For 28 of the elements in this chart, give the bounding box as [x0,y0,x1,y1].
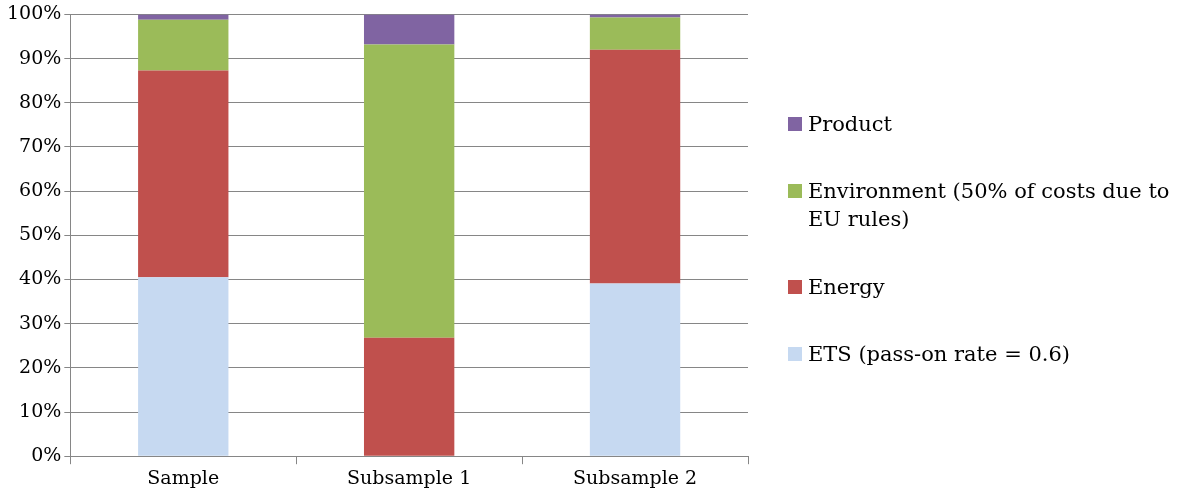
x-tick-label: Sample [147,465,220,488]
y-tick-label: 0% [31,443,62,466]
y-tick-label: 90% [19,45,62,68]
y-tick-label: 20% [19,354,62,377]
bar [363,44,455,338]
y-tick-label: 50% [19,222,62,245]
legend-label: Environment (50% of costs due to EU rules) [808,178,1171,234]
bar [138,14,229,20]
bar [589,283,681,456]
bar [138,70,229,278]
bar [363,337,455,456]
legend-label: Product [808,111,892,138]
y-tick-label: 80% [19,89,62,112]
bar [363,14,455,45]
y-tick-label: 100% [6,1,62,24]
y-tick-label: 30% [19,310,62,333]
y-tick-label: 10% [19,398,62,421]
x-tick-label: Subsample 2 [572,465,698,488]
legend-label: ETS (pass-on rate = 0.6) [808,341,1071,368]
y-tick-label: 60% [19,178,62,201]
bar [138,277,229,456]
y-tick-label: 70% [19,133,62,156]
legend-label: Energy [808,273,885,301]
bar [138,19,229,71]
y-tick-label: 40% [19,266,62,289]
bar [589,17,681,50]
bar [589,49,681,284]
x-tick-label: Subsample 1 [347,465,472,488]
